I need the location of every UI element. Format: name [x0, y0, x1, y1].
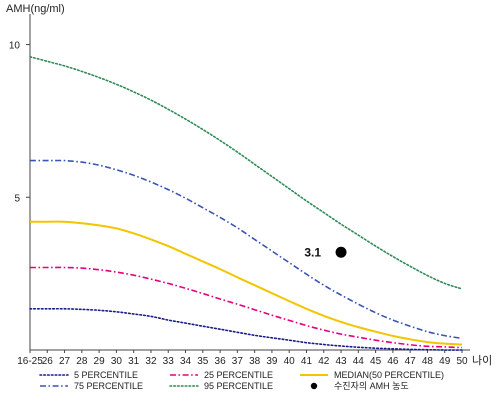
patient-amh-value-label: 3.1	[304, 245, 321, 259]
legend-entry-label: 25 PERCENTILE	[204, 370, 273, 380]
x-tick-label: 36	[215, 356, 227, 367]
patient-point-layer: 3.1	[304, 245, 347, 259]
x-tick-label: 27	[59, 356, 71, 367]
series-median-50-percentile-line	[29, 220, 463, 346]
x-tick-label: 37	[232, 356, 244, 367]
x-axis-title: 나이	[472, 354, 492, 367]
patient-amh-point	[335, 246, 347, 258]
legend-entry-label: 95 PERCENTILE	[204, 381, 273, 391]
x-tick-label: 33	[163, 356, 175, 367]
x-tick-label: 49	[439, 356, 451, 367]
x-tick-label: 34	[180, 356, 192, 367]
x-tick-label: 46	[387, 356, 399, 367]
series-75-percentile-line	[30, 159, 463, 340]
x-tick-label: 44	[353, 356, 365, 367]
series-5-percentile-line	[29, 307, 463, 351]
x-tick-label: 40	[284, 356, 296, 367]
x-tick-label: 42	[318, 356, 330, 367]
x-tick-label: 48	[422, 356, 434, 367]
legend-entry-label: 75 PERCENTILE	[74, 381, 143, 391]
x-tick-label: 28	[76, 356, 88, 367]
patient-point-legend-swatch	[310, 382, 318, 390]
y-tick-label: 5	[14, 193, 20, 204]
x-tick-label: 47	[405, 356, 417, 367]
series-95-percentile-line	[29, 56, 463, 290]
legend: 5 PERCENTILE 25 PERCENTILE MEDIAN(50 PERCE…	[39, 370, 444, 391]
x-tick-label: 26	[42, 356, 54, 367]
x-tick-label: 29	[94, 356, 106, 367]
legend-entry-label: 5 PERCENTILE	[74, 370, 138, 380]
y-axis-title: AMH(ng/ml)	[6, 3, 65, 15]
x-tick-label: 43	[335, 356, 347, 367]
x-tick-label: 38	[249, 356, 261, 367]
x-tick-label: 35	[197, 356, 209, 367]
legend-entry-label: MEDIAN(50 PERCENTILE)	[334, 370, 444, 380]
x-tick-label: 39	[266, 356, 278, 367]
y-tick-label: 10	[9, 41, 21, 52]
x-tick-label: 45	[370, 356, 382, 367]
x-tick-label: 30	[111, 356, 123, 367]
series-layer	[29, 56, 463, 351]
x-tick-label: 31	[128, 356, 140, 367]
legend-entry-label: 수진자의 AMH 농도	[334, 381, 409, 391]
x-tick-label: 41	[301, 356, 313, 367]
x-tick-label: 16-25	[17, 356, 43, 367]
x-tick-label: 32	[145, 356, 157, 367]
series-25-percentile-line	[30, 266, 463, 349]
x-tick-label: 50	[456, 356, 468, 367]
